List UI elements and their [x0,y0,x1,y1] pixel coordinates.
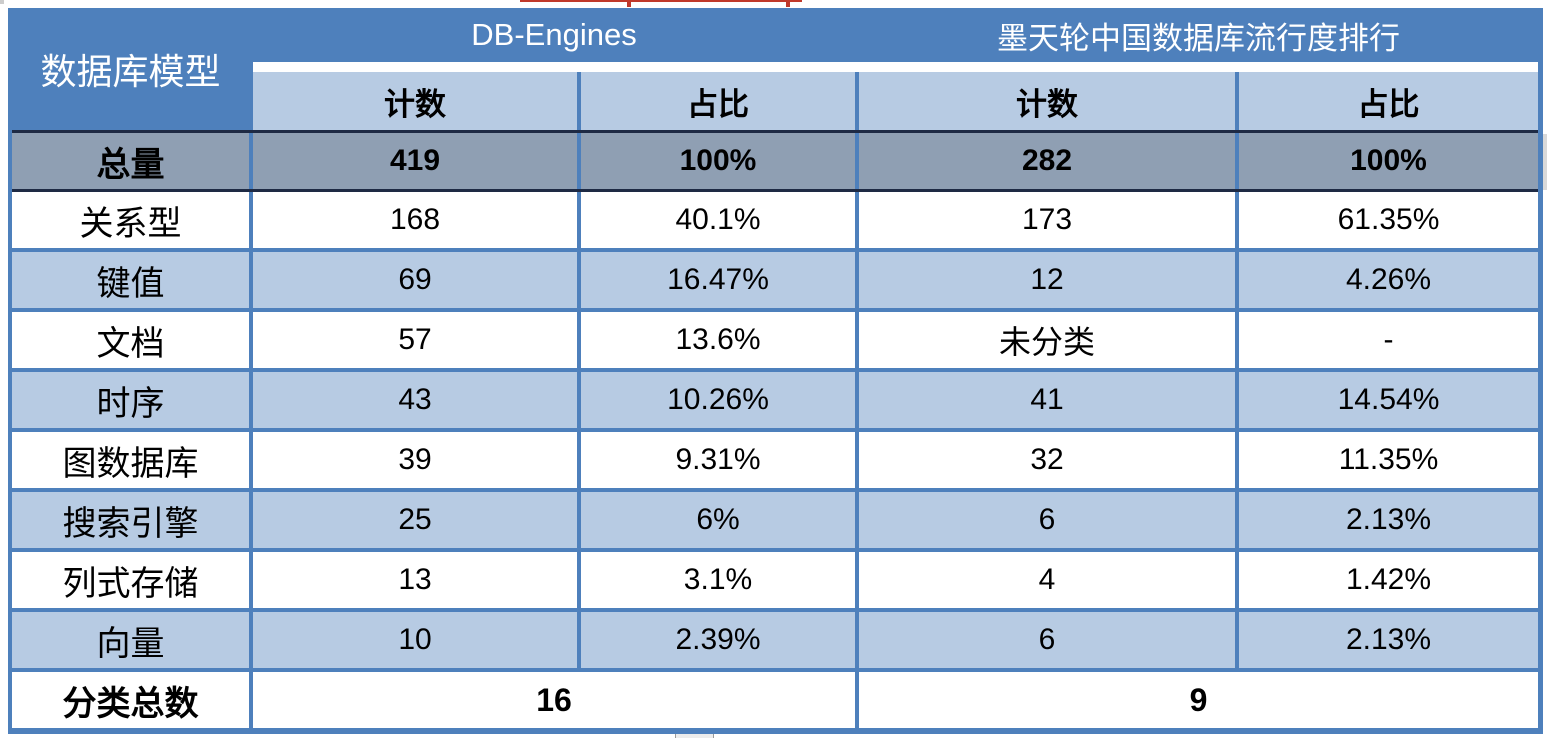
bottom-scrollbar-thumb[interactable] [675,732,714,738]
footer-total-motianlun: 9 [859,672,1538,728]
table-cell: 13 [253,552,577,608]
table-cell: 25 [253,492,577,548]
table-cell: 69 [253,252,577,308]
table-cell: 57 [253,312,577,368]
table-cell: 2.13% [1239,612,1538,668]
table-cell: - [1239,312,1538,368]
table-cell: 12 [859,252,1235,308]
row-label: 列式存储 [12,552,249,608]
header-gap [253,62,1538,72]
table-cell: 16.47% [581,252,855,308]
dark-separator [12,189,1538,192]
table-cell: 6 [859,492,1235,548]
row-label: 文档 [12,312,249,368]
subheader-count-motianlun: 计数 [859,72,1235,130]
table-cell: 43 [253,372,577,428]
table-cell: 未分类 [859,312,1235,368]
right-scrollbar-fragment [1543,134,1547,190]
table-cell: 9.31% [581,432,855,488]
table-cell: 39 [253,432,577,488]
table-cell: 100% [1239,133,1538,189]
corner-header-database-model: 数据库模型 [12,8,249,130]
row-label: 向量 [12,612,249,668]
table-cell: 2.39% [581,612,855,668]
row-label: 键值 [12,252,249,308]
table-cell: 14.54% [1239,372,1538,428]
table-cell: 6 [859,612,1235,668]
red-underline-descender [627,0,631,7]
table-cell: 41 [859,372,1235,428]
table-cell: 173 [859,192,1235,248]
corner-speck [0,0,4,4]
row-label: 总量 [12,133,249,189]
table-cell: 168 [253,192,577,248]
table-cell: 100% [581,133,855,189]
footer-total-dbengines: 16 [253,672,855,728]
table-cell: 10 [253,612,577,668]
row-label: 图数据库 [12,432,249,488]
group-header-db-engines: DB-Engines [253,8,855,62]
table-cell: 419 [253,133,577,189]
table-cell: 1.42% [1239,552,1538,608]
footer-label: 分类总数 [12,672,249,728]
table-cell: 10.26% [581,372,855,428]
table-cell: 4.26% [1239,252,1538,308]
row-label: 关系型 [12,192,249,248]
table-cell: 11.35% [1239,432,1538,488]
red-underline-artifact [520,0,802,2]
database-model-comparison-table: 数据库模型 DB-Engines 墨天轮中国数据库流行度排行 计数 占比 计数 … [8,8,1543,734]
table-cell: 40.1% [581,192,855,248]
group-header-motianlun: 墨天轮中国数据库流行度排行 [859,8,1538,62]
row-label: 时序 [12,372,249,428]
subheader-share-dbengines: 占比 [581,72,855,130]
subheader-count-dbengines: 计数 [253,72,577,130]
table-cell: 32 [859,432,1235,488]
table-cell: 282 [859,133,1235,189]
table-cell: 13.6% [581,312,855,368]
table-cell: 4 [859,552,1235,608]
row-label: 搜索引擎 [12,492,249,548]
red-underline-descender [786,0,790,7]
dark-separator [12,130,1538,133]
table-cell: 61.35% [1239,192,1538,248]
table-cell: 3.1% [581,552,855,608]
table-cell: 6% [581,492,855,548]
subheader-share-motianlun: 占比 [1239,72,1538,130]
table-cell: 2.13% [1239,492,1538,548]
